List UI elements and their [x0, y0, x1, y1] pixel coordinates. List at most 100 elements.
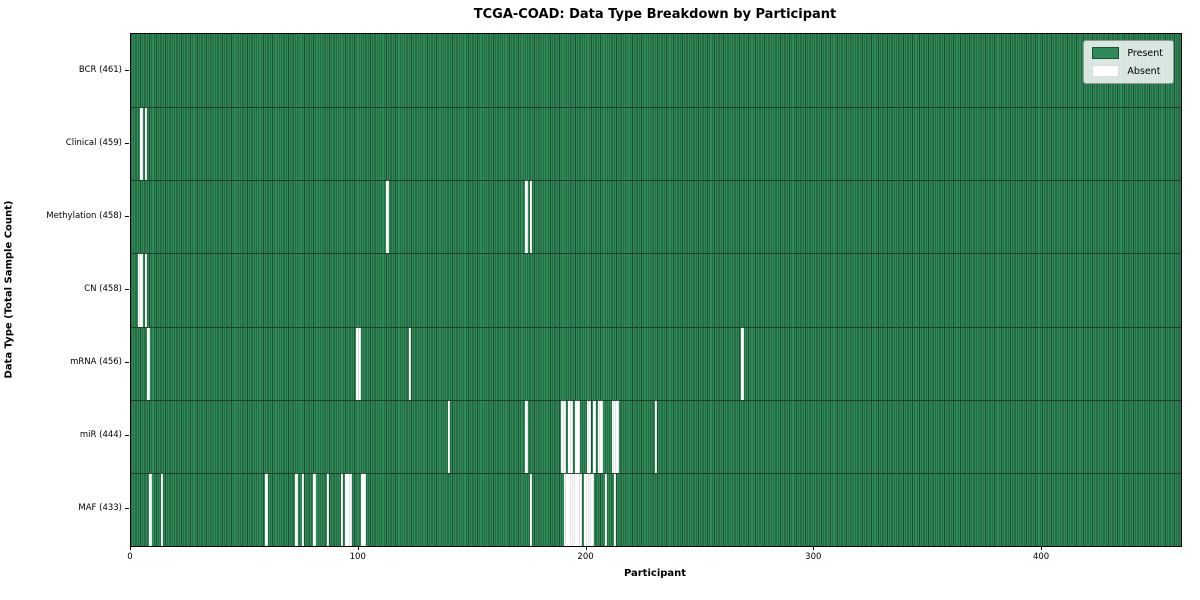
heatmap-row-bcr [131, 34, 1181, 108]
heatmap-row-mir [131, 399, 1181, 473]
x-tick-mark [813, 546, 815, 550]
absent-cell [577, 399, 580, 473]
absent-cell [160, 472, 164, 546]
absent-cell [568, 472, 571, 546]
absent-cell [586, 399, 590, 473]
y-tick-label-cn: CN (458) [84, 284, 122, 294]
absent-cell [575, 399, 578, 473]
absent-cell [146, 326, 150, 400]
y-tick-mark [125, 215, 129, 217]
row-separator [131, 472, 1181, 474]
row-separator [131, 253, 1181, 255]
absent-cell [529, 180, 533, 254]
absent-cell [525, 180, 528, 254]
row-separator [131, 399, 1181, 401]
x-axis-label: Participant [623, 568, 687, 579]
absent-cell [597, 399, 601, 473]
x-tick-mark [585, 546, 587, 550]
absent-cell [144, 107, 148, 181]
absent-cell [613, 399, 617, 473]
absent-cell [358, 326, 362, 400]
absent-cell [408, 326, 412, 400]
y-tick-mark [125, 69, 129, 71]
absent-cell [572, 472, 576, 546]
absent-cell [361, 472, 364, 546]
absent-cell [347, 472, 350, 546]
absent-cell [561, 399, 565, 473]
x-tick-label-300: 300 [805, 552, 822, 562]
x-tick-label-100: 100 [349, 552, 366, 562]
absent-cell [140, 107, 143, 181]
y-tick-mark [125, 435, 129, 437]
y-tick-label-clinical: Clinical (459) [65, 137, 122, 148]
absent-cell [588, 399, 592, 473]
x-tick-label-200: 200 [577, 552, 594, 562]
legend-item-absent: Absent [1092, 65, 1163, 77]
absent-cell [265, 472, 268, 546]
absent-cell [345, 472, 348, 546]
absent-cell [144, 253, 148, 327]
absent-cell [586, 472, 590, 546]
legend-present-label: Present [1127, 47, 1163, 59]
absent-cell [593, 399, 596, 473]
absent-cell [588, 472, 592, 546]
y-tick-label-maf: MAF (433) [78, 503, 122, 514]
absent-cell [529, 472, 533, 546]
y-tick-mark [125, 289, 129, 290]
absent-cell [301, 472, 305, 546]
y-tick-mark [125, 362, 129, 364]
y-tick-mark [125, 142, 129, 144]
absent-cell [741, 326, 744, 400]
absent-cell [616, 399, 619, 473]
absent-cell [570, 399, 574, 473]
absent-cell [313, 472, 316, 546]
absent-cell [591, 472, 594, 546]
legend-item-present: Present [1092, 47, 1163, 59]
x-tick-mark [130, 546, 131, 550]
y-tick-label-methylation: Methylation (458) [46, 210, 122, 221]
absent-cell [577, 472, 580, 546]
legend-absent-label: Absent [1127, 65, 1161, 77]
absent-swatch-icon [1092, 65, 1120, 77]
absent-cell [575, 472, 578, 546]
absent-cell [363, 472, 366, 546]
heatmap-row-methylation [131, 180, 1181, 254]
absent-cell [447, 399, 451, 473]
heatmap-row-clinical [131, 107, 1181, 181]
heatmap-row-maf [131, 472, 1181, 546]
absent-cell [611, 399, 615, 473]
y-tick-label-mir: miR (444) [79, 430, 122, 441]
absent-cell [604, 472, 608, 546]
legend: Present Absent [1083, 40, 1174, 84]
absent-cell [654, 399, 658, 473]
y-tick-mark [125, 508, 129, 510]
x-tick-label-0: 0 [127, 552, 133, 562]
absent-cell [356, 326, 360, 400]
y-tick-label-bcr: BCR (461) [78, 64, 122, 75]
absent-cell [584, 472, 587, 546]
x-tick-mark [357, 546, 359, 550]
y-axis-label: Data Type (Total Sample Count) [3, 200, 15, 379]
heatmap-plot-area [130, 33, 1182, 547]
absent-cell [294, 472, 298, 546]
absent-cell [326, 472, 330, 546]
absent-cell [579, 472, 583, 546]
present-swatch-icon [1092, 47, 1120, 59]
absent-cell [570, 472, 574, 546]
row-separator [131, 326, 1181, 328]
absent-cell [563, 472, 567, 546]
absent-cell [613, 472, 617, 546]
absent-cell [349, 472, 353, 546]
absent-cell [386, 180, 389, 254]
absent-cell [563, 399, 567, 473]
absent-cell [149, 472, 152, 546]
absent-cell [137, 253, 141, 327]
absent-cell [566, 472, 569, 546]
y-tick-label-mrna: mRNA (456) [70, 357, 122, 368]
row-separator [131, 180, 1181, 182]
x-tick-label-400: 400 [1032, 552, 1050, 562]
absent-cell [600, 399, 603, 473]
absent-cell [568, 399, 571, 473]
chart-title: TCGA-COAD: Data Type Breakdown by Partic… [473, 7, 837, 22]
absent-cell [525, 399, 528, 473]
